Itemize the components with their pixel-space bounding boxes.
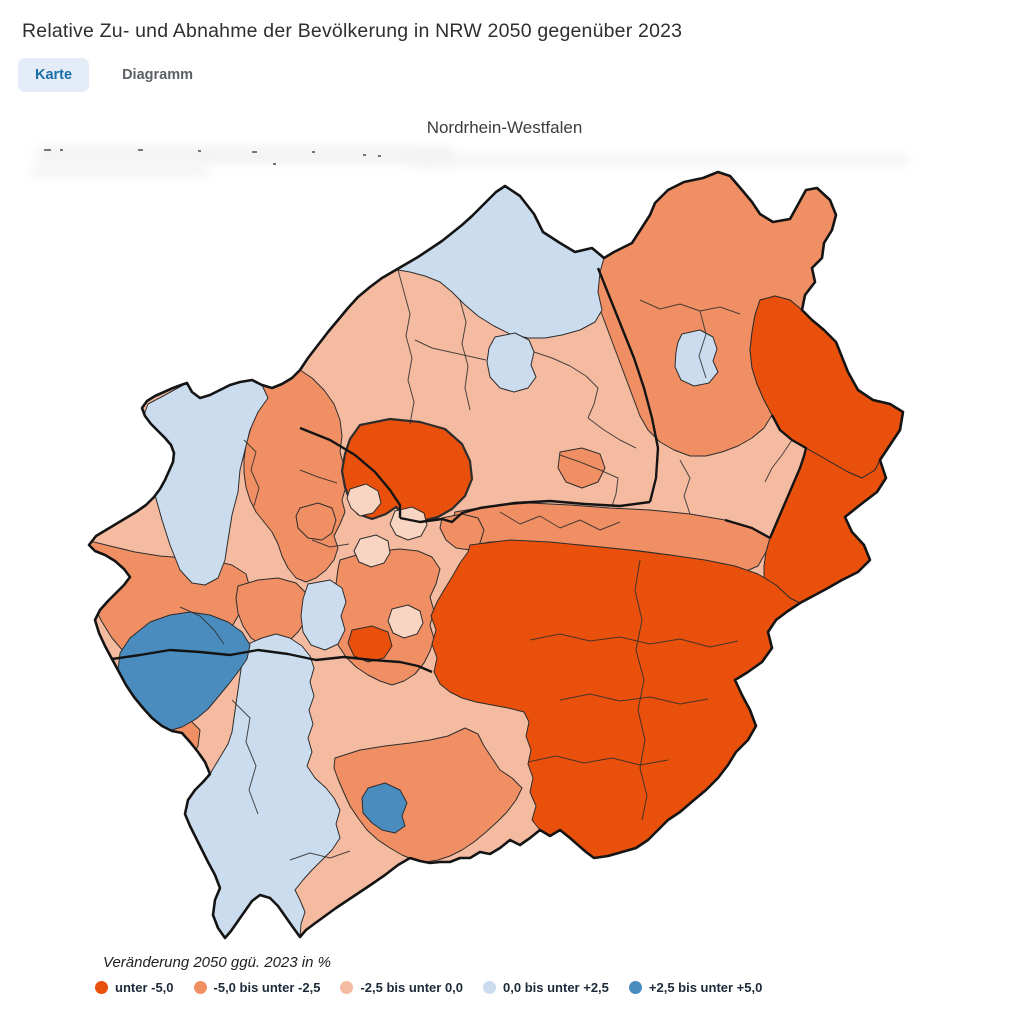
district-borders xyxy=(179,269,793,861)
map-region[interactable] xyxy=(679,459,691,515)
map-region[interactable] xyxy=(559,454,619,507)
map-region[interactable] xyxy=(674,329,719,387)
legend-items: unter -5,0 -5,0 bis unter -2,5 -2,5 bis … xyxy=(95,980,762,995)
map-region[interactable] xyxy=(414,339,487,361)
map-region[interactable] xyxy=(397,269,415,425)
map-region[interactable] xyxy=(399,499,651,524)
map-region[interactable] xyxy=(768,414,808,539)
legend-item-class2[interactable]: -5,0 bis unter -2,5 xyxy=(193,980,320,995)
map-region[interactable] xyxy=(533,351,599,419)
map-region[interactable] xyxy=(299,469,338,484)
legend-item-class5[interactable]: +2,5 bis unter +5,0 xyxy=(628,980,762,995)
legend-item-class1[interactable]: unter -5,0 xyxy=(95,980,174,995)
map-region[interactable] xyxy=(764,439,793,483)
page-title: Relative Zu- und Abnahme der Bevölkerung… xyxy=(22,20,683,42)
map-region[interactable] xyxy=(499,511,621,531)
map-region[interactable] xyxy=(346,483,382,517)
map-region[interactable] xyxy=(299,426,402,518)
map-region[interactable] xyxy=(111,648,433,674)
map-region[interactable] xyxy=(527,755,669,766)
map-region[interactable] xyxy=(231,699,259,815)
map-region[interactable] xyxy=(389,506,428,541)
legend-dot-class4 xyxy=(483,981,497,994)
map-region[interactable] xyxy=(724,518,771,540)
map-region[interactable] xyxy=(698,310,707,379)
map-region[interactable] xyxy=(353,534,391,568)
legend-dot-class1 xyxy=(95,981,108,994)
map-region[interactable] xyxy=(289,850,351,861)
legend-dot-class5 xyxy=(628,981,642,994)
map-regions xyxy=(89,172,903,938)
map-region[interactable] xyxy=(295,502,337,541)
legend: Veränderung 2050 ggü. 2023 in % unter -5… xyxy=(95,954,762,995)
map-region[interactable] xyxy=(311,539,350,548)
map-region[interactable] xyxy=(179,606,225,645)
map-region[interactable] xyxy=(347,625,393,663)
map-region[interactable] xyxy=(486,332,537,393)
map-region[interactable] xyxy=(235,577,311,649)
legend-title: Veränderung 2050 ggü. 2023 in % xyxy=(103,954,331,971)
map-region[interactable] xyxy=(596,267,660,503)
legend-dot-class2 xyxy=(193,981,207,994)
map-region[interactable] xyxy=(639,299,741,315)
map-region[interactable] xyxy=(529,633,739,648)
map-region[interactable] xyxy=(559,693,709,705)
regierungsbezirk-borders xyxy=(111,267,808,674)
legend-item-class4[interactable]: 0,0 bis unter +2,5 xyxy=(483,980,609,995)
tab-karte[interactable]: Karte xyxy=(18,58,90,92)
map-region[interactable] xyxy=(387,604,424,639)
map-title: Nordrhein-Westfalen xyxy=(426,118,583,137)
tab-diagramm[interactable]: Diagramm xyxy=(122,67,193,83)
map-region[interactable] xyxy=(587,417,637,449)
map-region[interactable] xyxy=(361,782,408,834)
map-region[interactable] xyxy=(459,299,471,411)
map-region[interactable] xyxy=(300,579,347,651)
legend-dot-class3 xyxy=(340,981,354,994)
map-region[interactable] xyxy=(634,559,648,821)
map-region[interactable] xyxy=(243,439,260,507)
legend-item-class3[interactable]: -2,5 bis unter 0,0 xyxy=(340,980,463,995)
tab-bar: Karte Diagramm xyxy=(18,58,210,92)
